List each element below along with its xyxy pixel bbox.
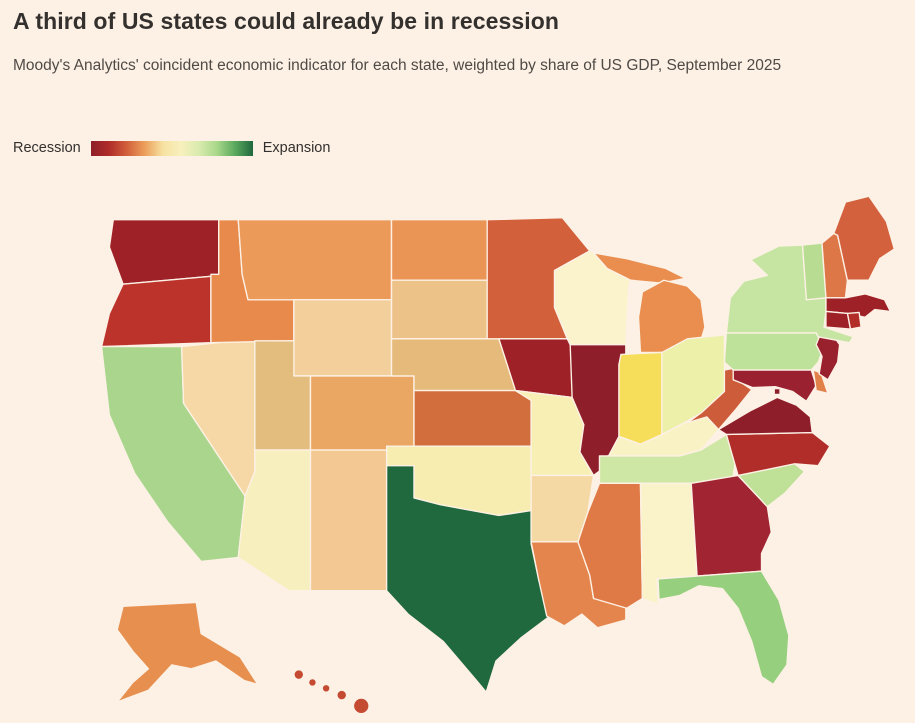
state-DE[interactable]: Delaware — contracting: [812, 369, 829, 395]
state-VA[interactable]: Virginia — recession: [717, 396, 813, 436]
color-legend: Recession Expansion: [13, 140, 330, 156]
state-ME[interactable]: Maine — contracting: [833, 195, 895, 281]
state-ND[interactable]: North Dakota — contracting: [390, 219, 488, 281]
state-MD[interactable]: Maryland — recession: [732, 369, 817, 402]
state-IN[interactable]: Indiana — flat: [618, 351, 663, 445]
state-AK[interactable]: Alaska — contracting: [116, 601, 259, 703]
legend-gradient-bar: [90, 140, 253, 156]
state-FL[interactable]: Florida — expanding: [657, 570, 790, 686]
state-CO[interactable]: Colorado — contracting: [309, 375, 415, 451]
state-HI[interactable]: Hawaii — recession: [307, 677, 318, 688]
state-MT[interactable]: Montana — contracting: [237, 219, 393, 301]
legend-label-recession: Recession: [13, 140, 81, 156]
state-DC[interactable]: District of Columbia — recession: [773, 387, 781, 396]
state-MI-upper[interactable]: Michigan — contracting: [592, 252, 687, 284]
state-HI[interactable]: Hawaii — recession: [336, 689, 348, 701]
state-OR[interactable]: Oregon — recession: [100, 275, 212, 348]
state-WY[interactable]: Wyoming — flat: [293, 299, 393, 377]
us-choropleth-map: Washington — recession Oregon — recessio…: [100, 195, 895, 715]
state-HI[interactable]: Hawaii — recession: [352, 697, 370, 715]
chart-title: A third of US states could already be in…: [13, 8, 560, 34]
chart-subtitle: Moody's Analytics' coincident economic i…: [13, 57, 782, 74]
state-NM[interactable]: New Mexico — flat: [309, 449, 388, 592]
state-PA[interactable]: Pennsylvania — expanding: [723, 332, 825, 371]
state-SD[interactable]: South Dakota — flat: [390, 279, 488, 340]
state-CT[interactable]: Connecticut — recession: [825, 310, 852, 330]
state-WI[interactable]: Wisconsin — flat: [553, 250, 632, 346]
state-KS[interactable]: Kansas — contracting: [413, 389, 532, 447]
legend-label-expansion: Expansion: [262, 140, 331, 156]
state-HI[interactable]: Hawaii — recession: [321, 683, 331, 693]
state-WA[interactable]: Washington — recession: [108, 219, 220, 285]
state-HI[interactable]: Hawaii — recession: [293, 669, 305, 681]
